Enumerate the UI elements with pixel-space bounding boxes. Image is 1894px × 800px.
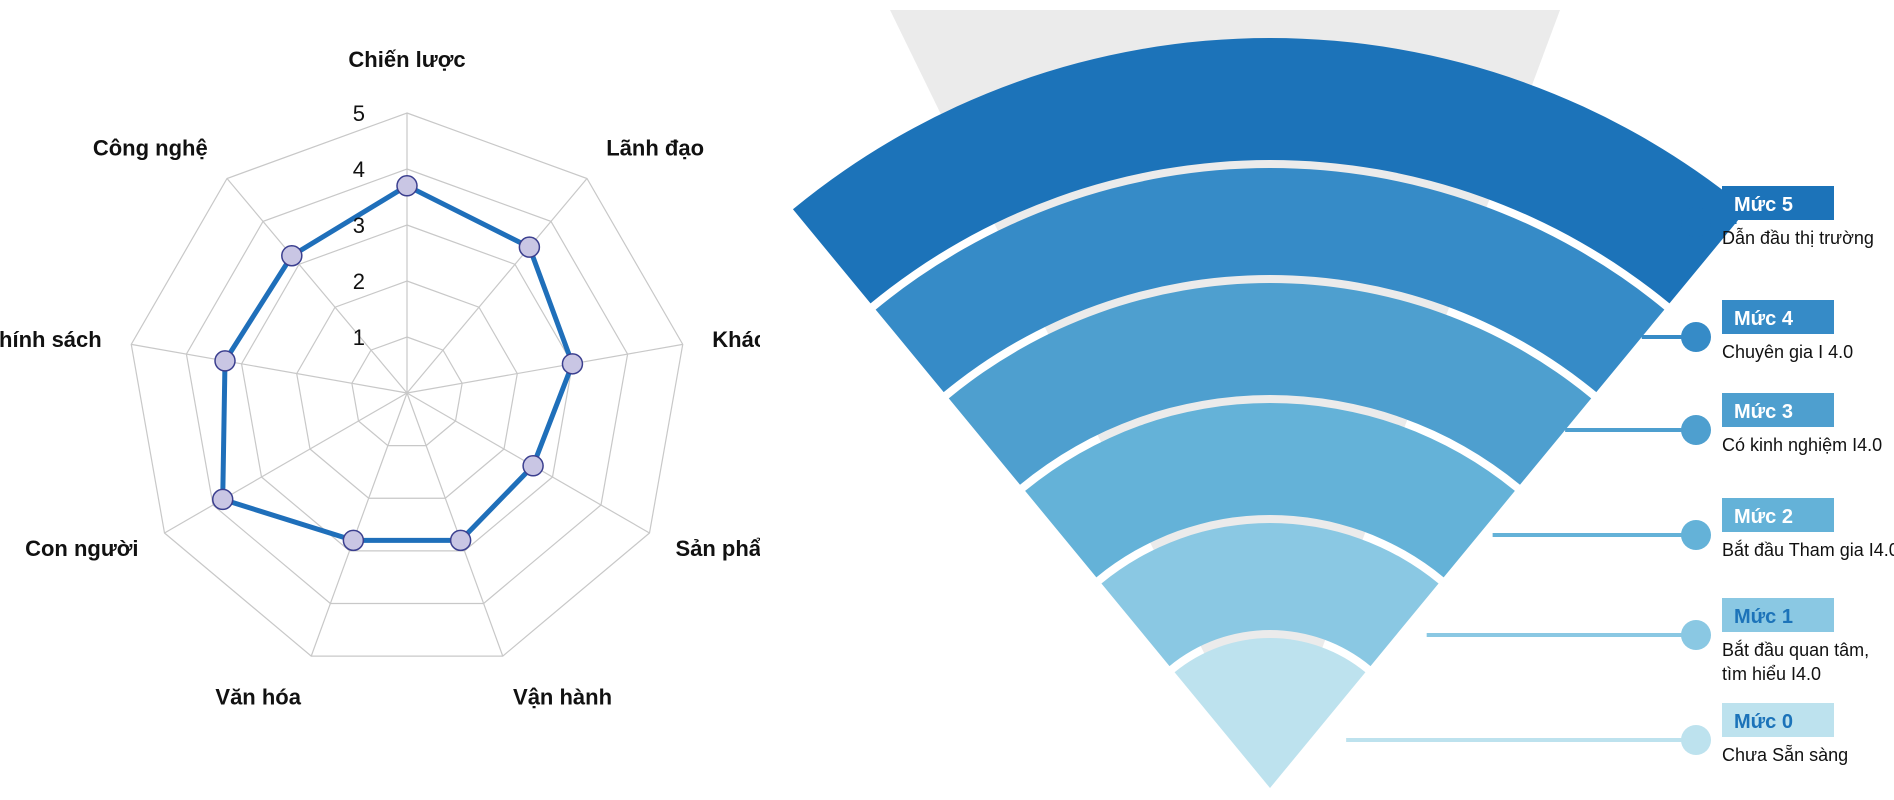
level-title-box — [1722, 393, 1834, 427]
radar-point-9 — [281, 244, 303, 267]
level-title: Mức 0 — [1734, 711, 1793, 733]
level-title: Mức 2 — [1734, 506, 1793, 528]
funnel-leader-dot — [1681, 207, 1711, 237]
radar-axis-label: Lãnh đạo — [606, 136, 704, 161]
radar-axis-label: Khách hàng — [712, 327, 760, 352]
level-title-box — [1722, 186, 1834, 220]
radar-axis-label: Chính sách — [0, 327, 102, 352]
radar-grid-ring-4 — [185, 168, 629, 605]
level-description: Có kinh nghiệm I4.0 — [1722, 435, 1882, 455]
funnel-band-3 — [948, 283, 1592, 485]
funnel-band-4 — [875, 167, 1665, 393]
radar-spoke — [406, 178, 588, 394]
radar-grid-ring-3 — [240, 224, 574, 552]
level-title-box — [1722, 703, 1834, 737]
level-description: Bắt đầu quan tâm, — [1722, 639, 1869, 660]
funnel-leader-dot — [1681, 620, 1711, 650]
maturity-funnel-chart: Mức 5 Dẫn đầu thị trường Mức 4 Chuyên gia I… — [792, 10, 1894, 788]
level-title-box — [1722, 498, 1834, 532]
radar-axis-label: Công nghệ — [93, 136, 208, 161]
radar-grid-ring-2 — [296, 280, 518, 499]
radar-tick-labels: 1 2 3 4 5 — [353, 101, 365, 350]
funnel-leader-dot — [1681, 322, 1711, 352]
level-description: Dẫn đầu thị trường — [1722, 227, 1874, 248]
radar-point-7 — [211, 488, 234, 511]
radar-series-line — [220, 183, 575, 543]
level-title-box — [1722, 300, 1834, 334]
radar-point-2 — [518, 236, 541, 258]
level-title: Mức 3 — [1734, 401, 1793, 423]
funnel-bands — [792, 37, 1748, 788]
radar-point-6 — [342, 529, 365, 552]
radar-spoke — [406, 392, 504, 657]
radar-axis-label: Chiến lược — [348, 47, 465, 72]
funnel-leader-dot — [1681, 520, 1711, 550]
radar-tick-label: 3 — [353, 213, 365, 238]
funnel-band-0 — [1174, 637, 1366, 788]
funnel-leader-dot — [1681, 725, 1711, 755]
radar-tick-label: 5 — [353, 101, 365, 126]
radar-grid — [130, 112, 684, 657]
radar-point-8 — [214, 350, 236, 372]
radar-spoke — [310, 392, 408, 657]
radar-spoke — [164, 392, 408, 534]
radar-grid-ring-1 — [351, 336, 463, 447]
level-title: Mức 5 — [1734, 194, 1793, 216]
level-description: Chưa Sẵn sàng — [1722, 745, 1848, 765]
level-title: Mức 1 — [1734, 606, 1793, 628]
radar-axis-label: Vận hành — [513, 684, 612, 709]
funnel-legend: Mức 5 Dẫn đầu thị trường Mức 4 Chuyên gia I… — [1346, 186, 1894, 765]
funnel-band-1 — [1101, 523, 1439, 667]
radar-axis-labels: Chiến lược Lãnh đạo Khách hàng Sản phẩm Vận … — [0, 47, 760, 709]
radar-tick-label: 1 — [353, 325, 365, 350]
radar-axis-label: Văn hóa — [215, 684, 301, 709]
radar-chart: Chiến lược Lãnh đạo Khách hàng Sản phẩm Vận … — [0, 47, 760, 709]
radar-point-4 — [522, 455, 544, 477]
radar-tick-label: 2 — [353, 269, 365, 294]
level-description: tìm hiểu I4.0 — [1722, 664, 1821, 684]
radar-point-1 — [396, 175, 418, 197]
radar-point-5 — [449, 529, 472, 552]
level-title-box — [1722, 598, 1834, 632]
radar-series — [211, 175, 584, 552]
radar-spoke — [131, 343, 408, 394]
funnel-band-2 — [1025, 402, 1515, 578]
radar-grid-ring-5 — [130, 112, 684, 657]
radar-axis-label: Con người — [25, 536, 138, 561]
funnel-band-5 — [792, 37, 1748, 304]
radar-point-3 — [561, 353, 584, 375]
funnel-leader-dot — [1681, 415, 1711, 445]
level-description: Chuyên gia I 4.0 — [1722, 342, 1853, 362]
level-description: Bắt đầu Tham gia I4.0 — [1722, 539, 1894, 560]
level-title: Mức 4 — [1734, 308, 1794, 330]
radar-axis-label: Sản phẩm — [675, 536, 760, 561]
radar-tick-label: 4 — [353, 157, 365, 182]
radar-spoke — [406, 343, 683, 394]
radar-spoke — [226, 178, 408, 394]
